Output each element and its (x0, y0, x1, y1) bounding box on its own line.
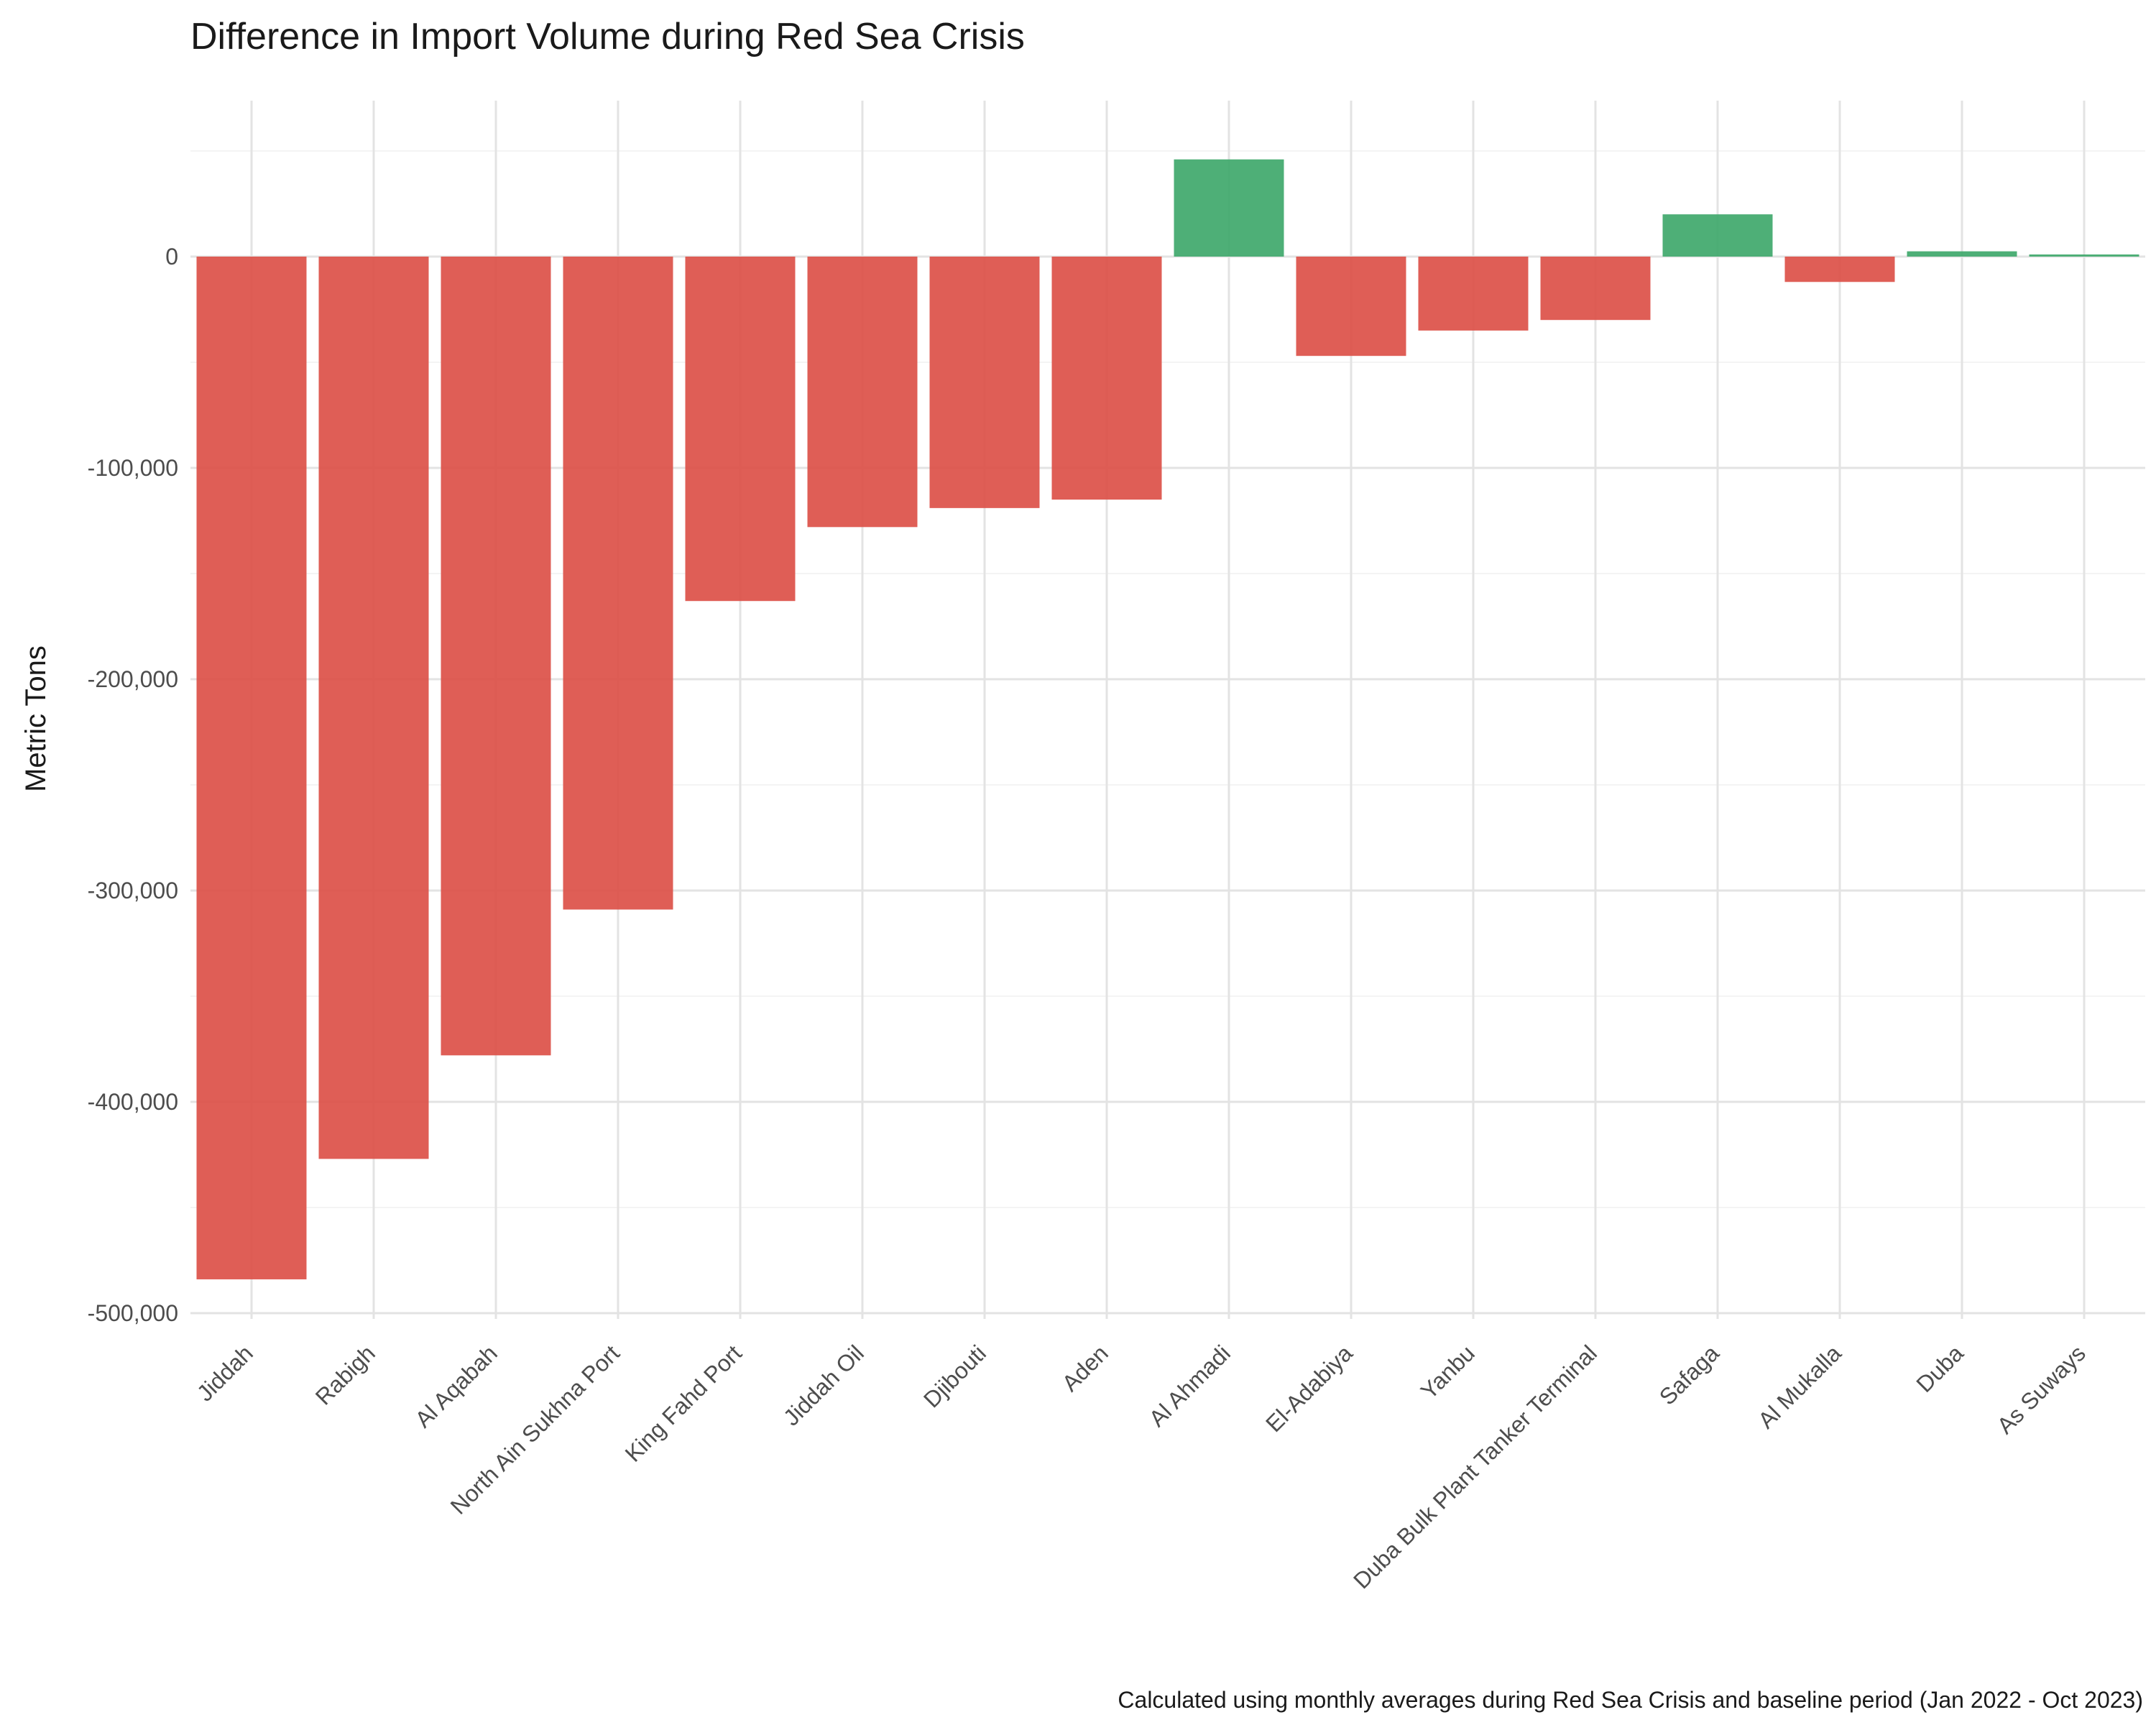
y-tick-label: -300,000 (88, 878, 178, 903)
x-tick-label: Rabigh (310, 1340, 380, 1409)
x-tick-label: Aden (1057, 1340, 1113, 1396)
x-tick-label: Jiddah Oil (778, 1340, 869, 1430)
x-tick-label: Al Ahmadi (1144, 1340, 1235, 1431)
bar (1540, 257, 1651, 321)
bar (685, 257, 796, 602)
bar (1418, 257, 1529, 331)
bar (1784, 257, 1895, 282)
y-axis-ticks: 0 -100,000 -200,000 -300,000 -400,000 -500,00… (88, 244, 178, 1326)
x-tick-label: Jiddah (192, 1340, 258, 1406)
x-tick-label: Al Mukalla (1753, 1340, 1846, 1433)
x-tick-label: King Fahd Port (620, 1340, 747, 1466)
y-tick-label: 0 (165, 244, 178, 270)
y-axis-title: Metric Tons (20, 645, 52, 792)
y-tick-label: -200,000 (88, 666, 178, 692)
x-tick-label: Al Aqabah (410, 1340, 502, 1432)
bar (1174, 159, 1284, 257)
y-tick-label: -500,000 (88, 1300, 178, 1326)
bar (1662, 214, 1773, 257)
bar (807, 257, 918, 528)
bar (2029, 254, 2139, 257)
bars (196, 159, 2139, 1279)
x-tick-label: Duba (1911, 1340, 1968, 1397)
bar (441, 257, 551, 1056)
x-tick-label: El-Adabiya (1261, 1340, 1358, 1437)
x-tick-label: Yanbu (1416, 1340, 1480, 1404)
x-tick-label: Duba Bulk Plant Tanker Terminal (1348, 1340, 1602, 1593)
x-tick-label: Safaga (1654, 1340, 1724, 1409)
bar (1907, 251, 2017, 257)
y-tick-label: -100,000 (88, 455, 178, 481)
x-tick-label: As Suways (1992, 1340, 2091, 1438)
bar (929, 257, 1040, 508)
x-tick-label: Djibouti (918, 1340, 991, 1412)
bar (563, 257, 673, 910)
chart-caption: Calculated using monthly averages during… (1118, 1687, 2143, 1713)
bar (196, 257, 307, 1279)
chart-title: Difference in Import Volume during Red S… (190, 16, 1025, 58)
bar (1296, 257, 1406, 356)
bar (1051, 257, 1162, 500)
bar (318, 257, 429, 1159)
y-tick-label: -400,000 (88, 1089, 178, 1115)
